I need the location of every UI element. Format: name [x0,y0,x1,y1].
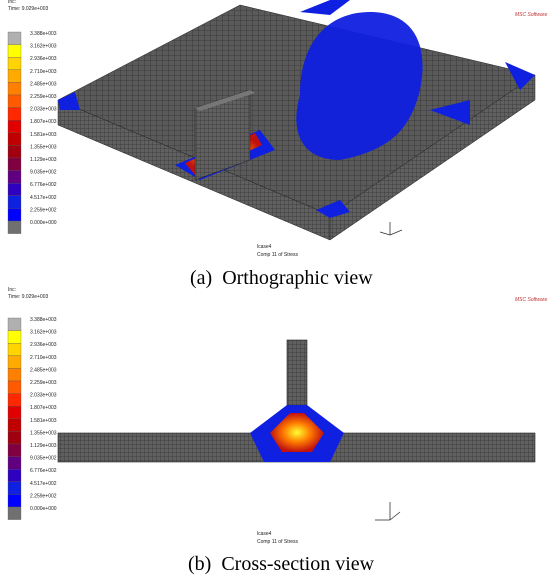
result: Comp 11 of Stress [257,539,299,545]
legend-swatch [8,171,21,184]
legend-swatch [8,469,21,482]
legend-swatch [8,208,21,221]
legend-swatch [8,431,21,444]
legend-swatch [8,419,21,432]
legend-label: 3.388e+003 [30,31,57,37]
legend-label: 2.710e+003 [30,355,57,361]
load-case: lcase4 [257,531,272,537]
legend-swatch [8,120,21,133]
logo: MSC Software [515,12,547,18]
legend-swatch [8,406,21,419]
header-cut: Inc: [8,0,16,5]
legend-swatch [8,145,21,158]
legend-swatch [8,381,21,394]
legend-swatch [8,343,21,356]
load-case: lcase4 [257,244,272,250]
legend-label: 3.388e+003 [30,317,57,323]
legend-swatch [8,70,21,83]
caption: (a) Orthographic view [190,267,373,289]
panel-b: Inc: Time: 9.029e+003 MSC Software lcase… [8,287,547,575]
legend-label: 3.162e+003 [30,44,57,50]
legend-label: 4.517e+002 [30,481,57,487]
legend-label: 9.035e+002 [30,170,57,176]
legend-swatch [8,32,21,45]
caption: (b) Cross-section view [188,553,375,575]
legend-swatch [8,394,21,407]
legend-label: 2.259e+003 [30,380,57,386]
header: Time: 9.029e+003 [8,6,48,12]
legend-swatch [8,57,21,70]
legend-swatch [8,45,21,58]
legend-swatch [8,457,21,470]
legend-swatch [8,318,21,331]
legend-label: 4.517e+002 [30,195,57,201]
legend-label: 2.259e+002 [30,207,57,213]
legend-label: 1.129e+003 [30,157,57,163]
legend-label: 2.033e+003 [30,107,57,113]
legend-swatch [8,507,21,520]
legend-swatch [8,95,21,108]
legend-swatch [8,158,21,171]
legend-label: 2.710e+003 [30,69,57,75]
legend-label: 6.776e+002 [30,468,57,474]
figure: Inc: Time: 9.029e+003 MSC Software lcase… [0,0,552,578]
legend-label: 2.936e+003 [30,56,57,62]
legend-swatch [8,444,21,457]
legend-swatch [8,494,21,507]
legend-label: 1.129e+003 [30,443,57,449]
legend-swatch [8,82,21,95]
legend-label: 2.259e+002 [30,493,57,499]
legend-label: 1.581e+003 [30,418,57,424]
legend-label: 2.485e+003 [30,367,57,373]
legend-label: 2.259e+003 [30,94,57,100]
legend-label: 1.807e+003 [30,405,57,411]
header-cut: Inc: [8,287,16,293]
logo: MSC Software [515,297,547,303]
legend-label: 1.807e+003 [30,119,57,125]
legend-label: 2.485e+003 [30,81,57,87]
legend-swatch [8,482,21,495]
header: Time: 9.029e+003 [8,294,48,300]
legend-label: 0.000e+000 [30,220,57,226]
legend-swatch [8,356,21,369]
legend-swatch [8,196,21,209]
legend-label: 6.776e+002 [30,182,57,188]
legend-swatch [8,221,21,234]
legend-label: 1.581e+003 [30,132,57,138]
result: Comp 11 of Stress [257,252,299,258]
legend-label: 3.162e+003 [30,330,57,336]
model-section [58,340,535,520]
legend-swatch [8,331,21,344]
legend-label: 2.033e+003 [30,393,57,399]
legend-label: 2.936e+003 [30,342,57,348]
model-3d [58,0,535,240]
legend-label: 1.355e+003 [30,144,57,150]
legend-label: 9.035e+002 [30,456,57,462]
legend-swatch [8,183,21,196]
legend-swatch [8,133,21,146]
legend-label: 1.355e+003 [30,430,57,436]
panel-a: Inc: Time: 9.029e+003 MSC Software lcase… [8,0,547,289]
legend-label: 0.000e+000 [30,506,57,512]
legend-swatch [8,108,21,121]
legend-swatch [8,368,21,381]
